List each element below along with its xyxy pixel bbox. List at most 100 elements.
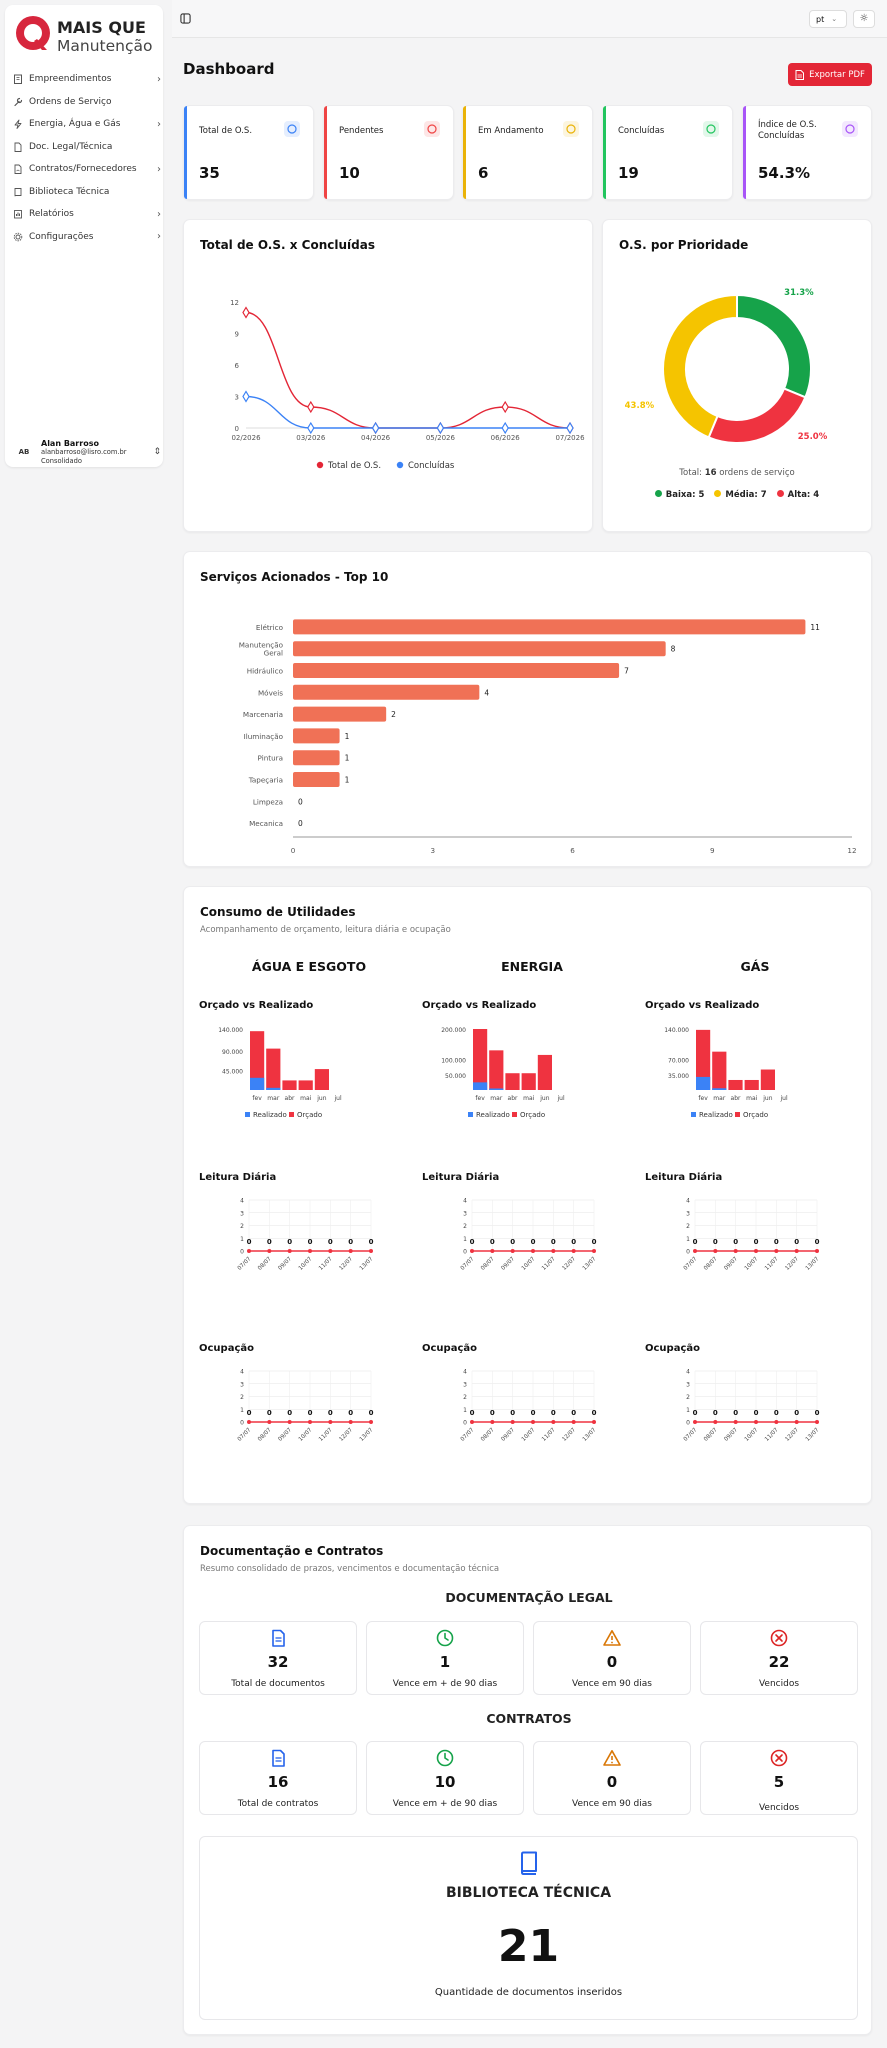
y-tick-label: 0 bbox=[235, 425, 239, 433]
x-tick-label: 04/2026 bbox=[361, 434, 391, 442]
data-point bbox=[436, 421, 445, 435]
clock-icon bbox=[424, 121, 440, 137]
x-tick-label: jun bbox=[762, 1095, 772, 1102]
point-value-label: 0 bbox=[247, 1238, 252, 1246]
donut-total-count: 16 bbox=[704, 468, 717, 478]
contracts-tile-label: Total de contratos bbox=[237, 1799, 319, 1809]
x-tick-label: fev bbox=[475, 1095, 485, 1102]
x-tick-label: 10/07 bbox=[298, 1256, 314, 1272]
contracts-tile[interactable]: 0 Vence em 90 dias bbox=[533, 1741, 691, 1815]
category-label: Elétrico bbox=[256, 623, 283, 632]
donut-slice bbox=[736, 293, 812, 399]
stat-card[interactable]: Concluídas 19 bbox=[602, 105, 733, 200]
page-title: Dashboard bbox=[183, 60, 275, 78]
occupancy-chart: 01234007/07008/07009/07010/07011/07012/0… bbox=[683, 1369, 821, 1443]
budget-chart: 140.000 90.000 45.000 fev mar abr mai jun jul Rea… bbox=[218, 1027, 342, 1119]
sidebar-item-1[interactable]: Ordens de Serviço bbox=[13, 91, 161, 114]
contracts-tile[interactable]: 5 Vencidos bbox=[700, 1741, 858, 1815]
stat-card[interactable]: Pendentes 10 bbox=[323, 105, 454, 200]
x-tick-label: 12/07 bbox=[338, 1256, 354, 1272]
chevron-updown-icon: ⇕ bbox=[153, 447, 161, 457]
point-value-label: 0 bbox=[510, 1238, 515, 1246]
legend-item: Média: 7 bbox=[714, 490, 767, 500]
x-tick-label: 13/07 bbox=[582, 1256, 598, 1272]
budget-bar bbox=[282, 1080, 297, 1090]
point-value-label: 0 bbox=[754, 1409, 759, 1417]
point-value-label: 0 bbox=[713, 1409, 718, 1417]
legal-tile[interactable]: 32 Total de documentos bbox=[199, 1621, 357, 1695]
bar-value-label: 1 bbox=[345, 776, 350, 785]
sidebar-toggle-icon[interactable] bbox=[180, 13, 191, 24]
legend-label: Média: 7 bbox=[725, 490, 767, 500]
y-tick-label: 1 bbox=[463, 1407, 467, 1414]
stat-card[interactable]: Em Andamento 6 bbox=[462, 105, 593, 200]
sidebar: MAIS QUE Manutenção Empreendimentos › Orde… bbox=[5, 5, 163, 467]
legal-tile[interactable]: 1 Vence em + de 90 dias bbox=[366, 1621, 524, 1695]
stat-card[interactable]: Índice de O.S. Concluídas 54.3% bbox=[742, 105, 872, 200]
legend-swatch bbox=[289, 1112, 294, 1117]
x-tick-label: 12/07 bbox=[561, 1427, 577, 1443]
contracts-tile-label: Vencidos bbox=[758, 1803, 800, 1813]
y-tick-label: 4 bbox=[463, 1198, 467, 1205]
sidebar-item-0[interactable]: Empreendimentos › bbox=[13, 68, 161, 91]
x-tick-label: 12/07 bbox=[338, 1427, 354, 1443]
avatar: AB bbox=[18, 448, 30, 456]
y-tick-label: 3 bbox=[235, 394, 239, 402]
legal-tile-label: Vence em 90 dias bbox=[572, 1679, 652, 1689]
library-heading: BIBLIOTECA TÉCNICA bbox=[445, 1885, 612, 1901]
sidebar-item-2[interactable]: Energia, Água e Gás › bbox=[13, 113, 161, 136]
user-scope: Consolidado bbox=[41, 456, 82, 465]
x-tick-label: 07/07 bbox=[460, 1256, 476, 1272]
point-value-label: 0 bbox=[551, 1238, 556, 1246]
point-value-label: 0 bbox=[754, 1238, 759, 1246]
stat-card[interactable]: Total de O.S. 35 bbox=[183, 105, 314, 200]
point-value-label: 0 bbox=[348, 1238, 353, 1246]
actual-bar bbox=[489, 1088, 504, 1090]
legend-label: Alta: 4 bbox=[787, 490, 820, 500]
file-icon bbox=[13, 142, 23, 152]
contracts-tile[interactable]: 10 Vence em + de 90 dias bbox=[366, 1741, 524, 1815]
x-tick-label: 13/07 bbox=[582, 1427, 598, 1443]
legend-label: Realizado bbox=[253, 1111, 287, 1119]
data-point bbox=[551, 1420, 556, 1424]
theme-toggle[interactable]: ☼ bbox=[853, 10, 875, 28]
actual-bar bbox=[266, 1087, 281, 1090]
data-point bbox=[501, 400, 509, 414]
stat-label: Pendentes bbox=[339, 126, 384, 136]
sidebar-item-7[interactable]: Configurações › bbox=[13, 226, 161, 249]
user-switcher[interactable]: AB Alan Barroso alanbarroso@lisro.com.br… bbox=[13, 437, 161, 467]
point-value-label: 0 bbox=[490, 1238, 495, 1246]
data-point bbox=[307, 400, 315, 414]
contracts-tile-label: Vence em 90 dias bbox=[572, 1799, 652, 1809]
legend-item: Alta: 4 bbox=[776, 490, 820, 500]
chevron-down-icon: ⌄ bbox=[831, 15, 838, 23]
sidebar-item-6[interactable]: Relatórios › bbox=[13, 203, 161, 226]
sidebar-item-4[interactable]: Contratos/Fornecedores › bbox=[13, 158, 161, 181]
y-tick-label: 2 bbox=[463, 1394, 467, 1401]
point-value-label: 0 bbox=[592, 1409, 597, 1417]
point-value-label: 0 bbox=[287, 1238, 292, 1246]
user-email: alanbarroso@lisro.com.br bbox=[41, 447, 127, 456]
y-tick-label: 0 bbox=[686, 1420, 690, 1427]
x-tick-label: mar bbox=[267, 1095, 280, 1102]
actual-bar bbox=[250, 1077, 265, 1090]
legal-tile[interactable]: 22 Vencidos bbox=[700, 1621, 858, 1695]
x-tick-label: 11/07 bbox=[764, 1256, 780, 1272]
y-tick-label: 70.000 bbox=[668, 1058, 689, 1065]
data-point bbox=[733, 1249, 738, 1253]
export-pdf-button[interactable]: Exportar PDF bbox=[788, 63, 872, 86]
utility-heading: ÁGUA E ESGOTO bbox=[251, 959, 367, 974]
language-select[interactable]: pt ⌄ bbox=[809, 10, 847, 28]
pdf-file-icon bbox=[795, 69, 805, 80]
point-value-label: 0 bbox=[713, 1238, 718, 1246]
reading-chart: 01234007/07008/07009/07010/07011/07012/0… bbox=[683, 1198, 821, 1272]
donut-slice bbox=[707, 387, 807, 444]
legal-tile[interactable]: 0 Vence em 90 dias bbox=[533, 1621, 691, 1695]
library-tile[interactable]: BIBLIOTECA TÉCNICA 21 Quantidade de docu… bbox=[199, 1836, 858, 2020]
sidebar-item-3[interactable]: Doc. Legal/Técnica bbox=[13, 136, 161, 159]
contracts-tile[interactable]: 16 Total de contratos bbox=[199, 1741, 357, 1815]
brand-logo[interactable]: MAIS QUE Manutenção bbox=[13, 12, 163, 56]
chevron-right-icon: › bbox=[157, 208, 161, 220]
bar-value-label: 8 bbox=[671, 645, 676, 654]
sidebar-item-5[interactable]: Biblioteca Técnica bbox=[13, 181, 161, 204]
